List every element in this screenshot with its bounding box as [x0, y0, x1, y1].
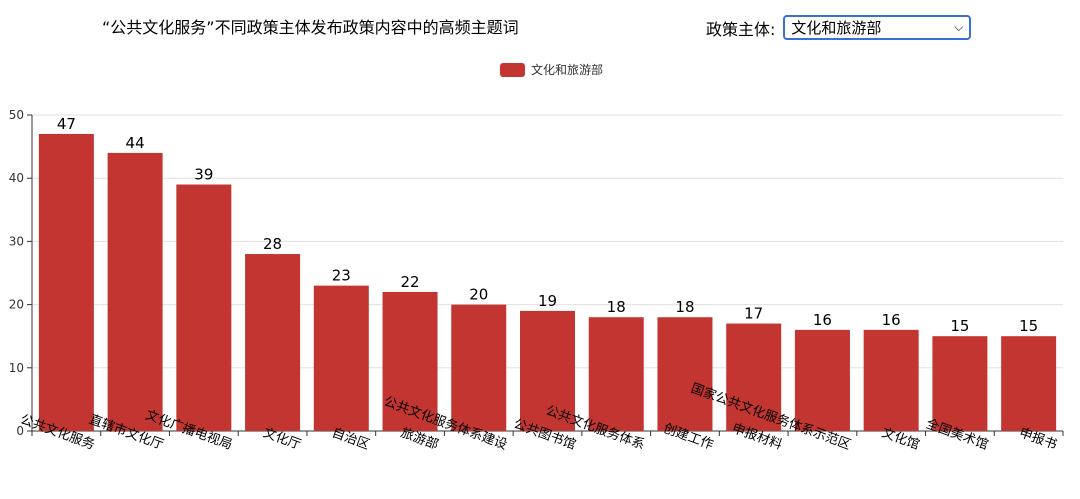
bar [176, 184, 232, 431]
dropdown-selected-value: 文化和旅游部 [791, 19, 882, 37]
selector-label: 政策主体: [706, 19, 776, 39]
bar-value-label: 18 [675, 298, 694, 316]
bar-value-label: 17 [744, 305, 763, 323]
bar-value-label: 16 [813, 311, 832, 329]
bar [726, 323, 782, 431]
bar-value-label: 19 [538, 292, 557, 310]
bar-value-label: 47 [57, 115, 76, 133]
bar-value-label: 16 [882, 311, 901, 329]
bar [313, 285, 369, 431]
bar [520, 310, 575, 431]
bar-value-label: 23 [332, 267, 351, 285]
bar [38, 133, 94, 431]
bar-value-label: 22 [400, 273, 419, 291]
bar [863, 329, 919, 431]
bar-value-label: 15 [950, 317, 969, 335]
legend[interactable]: 文化和旅游部 [500, 61, 603, 78]
bar [107, 152, 163, 432]
chevron-down-icon: ⌵ [954, 20, 964, 34]
y-tick-label: 20 [9, 298, 24, 312]
legend-label: 文化和旅游部 [531, 63, 604, 77]
bar-value-label: 44 [126, 134, 145, 152]
bar [1001, 336, 1057, 431]
bar-value-label: 28 [263, 235, 282, 253]
bar [657, 317, 713, 431]
bar-value-label: 18 [607, 298, 626, 316]
bar [932, 336, 988, 431]
y-tick-label: 0 [16, 424, 24, 438]
y-tick-label: 10 [9, 361, 24, 375]
bar-value-label: 39 [194, 166, 213, 184]
chart-title: “公共文化服务”不同政策主体发布政策内容中的高频主题词 [102, 18, 519, 37]
bar [382, 291, 438, 431]
bar [588, 317, 644, 431]
policy-subject-selector: 政策主体: 文化和旅游部 ⌵ [706, 15, 972, 40]
bar-value-label: 15 [1019, 317, 1038, 335]
legend-swatch [500, 62, 525, 77]
bar [451, 304, 507, 431]
bar-value-label: 20 [469, 286, 488, 304]
policy-subject-dropdown[interactable]: 文化和旅游部 ⌵ [783, 15, 972, 40]
y-tick-label: 30 [9, 234, 24, 248]
y-tick-label: 40 [9, 171, 24, 185]
bar [245, 254, 301, 431]
bar [794, 329, 850, 431]
y-tick-label: 50 [9, 108, 24, 122]
